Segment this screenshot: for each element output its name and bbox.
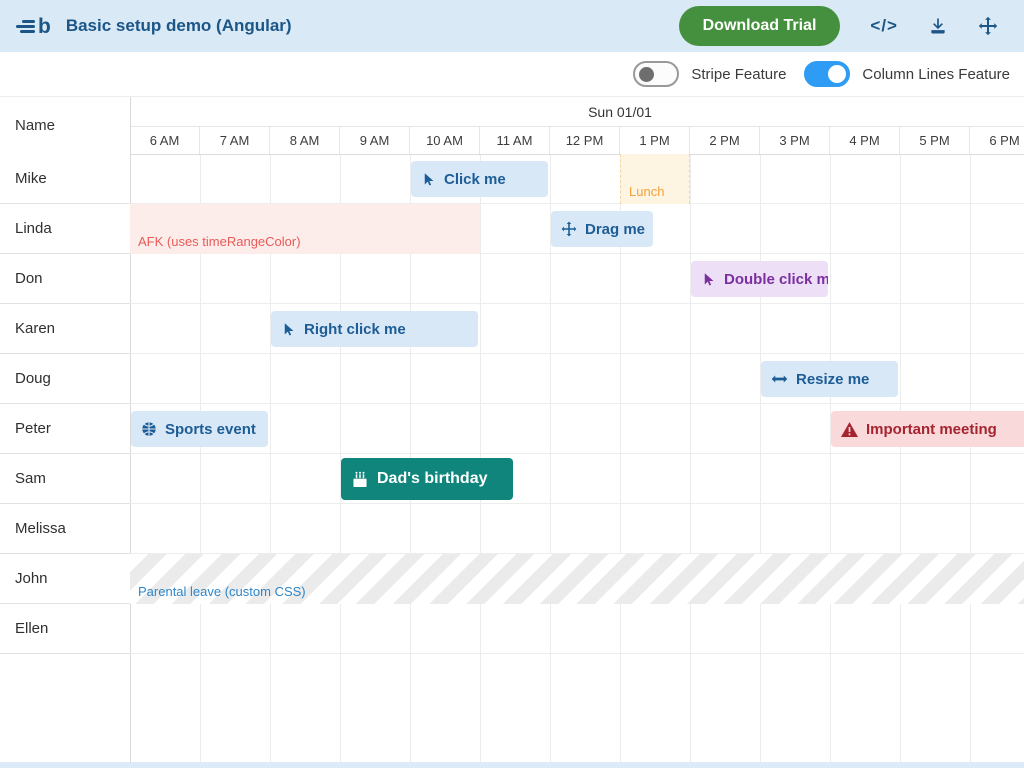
grid-row[interactable] xyxy=(130,454,1024,504)
scheduler[interactable]: Name Sun 01/01 6 AM 7 AM 8 AM 9 AM 10 AM 11 A… xyxy=(0,97,1024,768)
event-sports-event[interactable]: Sports event xyxy=(131,411,268,447)
hour-label: 6 PM xyxy=(970,127,1024,154)
column-lines-feature-toggle[interactable] xyxy=(804,61,851,87)
logo-bars-icon xyxy=(16,19,35,33)
toggle-knob xyxy=(828,65,847,83)
toggle-knob xyxy=(639,66,655,82)
hour-label: 10 AM xyxy=(410,127,480,154)
move-icon[interactable] xyxy=(978,16,998,36)
resource-name-cell[interactable]: Mike xyxy=(0,154,130,204)
event-label: Right click me xyxy=(304,320,406,338)
bottom-scrollbar-track[interactable] xyxy=(0,762,1024,768)
cake-icon xyxy=(351,471,369,487)
time-range-parental-leave-custom-css: Parental leave (custom CSS) xyxy=(130,554,1024,604)
event-label: Click me xyxy=(444,170,506,188)
grid-row[interactable] xyxy=(130,254,1024,304)
event-important-meeting[interactable]: Important meeting xyxy=(831,411,1024,447)
time-range-label: Lunch xyxy=(629,184,665,199)
mouse-pointer-icon xyxy=(421,172,436,187)
grid-row[interactable] xyxy=(130,504,1024,554)
resource-name-cell[interactable]: Melissa xyxy=(0,504,130,554)
time-range-label: Parental leave (custom CSS) xyxy=(138,584,306,599)
column-lines-feature-label: Column Lines Feature xyxy=(862,65,1010,83)
resource-name-cell[interactable]: Doug xyxy=(0,354,130,404)
hour-label: 1 PM xyxy=(620,127,690,154)
hour-label: 4 PM xyxy=(830,127,900,154)
day-header-row: Sun 01/01 xyxy=(130,97,1024,126)
mouse-pointer-icon xyxy=(701,272,716,287)
code-icon[interactable]: </> xyxy=(870,16,898,35)
time-range-afk-uses-timerangecolor: AFK (uses timeRangeColor) xyxy=(130,204,480,254)
hour-label: 12 PM xyxy=(550,127,620,154)
mouse-pointer-icon xyxy=(281,322,296,337)
hour-label: 8 AM xyxy=(270,127,340,154)
hour-label: 5 PM xyxy=(900,127,970,154)
event-right-click-me[interactable]: Right click me xyxy=(271,311,478,347)
header-divider xyxy=(0,154,1024,155)
hour-label: 9 AM xyxy=(340,127,410,154)
resource-name-cell[interactable]: Karen xyxy=(0,304,130,354)
event-label: Resize me xyxy=(796,370,870,388)
page-title: Basic setup demo (Angular) xyxy=(65,16,292,35)
grid-row[interactable] xyxy=(130,604,1024,654)
hour-label: 11 AM xyxy=(480,127,550,154)
name-column-divider[interactable] xyxy=(130,97,131,762)
resource-name-cell[interactable]: Sam xyxy=(0,454,130,504)
event-label: Dad's birthday xyxy=(377,470,488,487)
event-double-click-me[interactable]: Double click me xyxy=(691,261,828,297)
resource-name-cell[interactable]: Linda xyxy=(0,204,130,254)
hour-label: 7 AM xyxy=(200,127,270,154)
basketball-icon xyxy=(141,421,157,437)
hour-label: 2 PM xyxy=(690,127,760,154)
bryntum-logo-icon[interactable]: b xyxy=(16,16,51,37)
hour-label: 6 AM xyxy=(130,127,200,154)
grid-row[interactable] xyxy=(130,354,1024,404)
move-icon xyxy=(561,221,577,237)
top-bar: b Basic setup demo (Angular) Download Tr… xyxy=(0,0,1024,52)
event-label: Double click me xyxy=(724,270,828,288)
event-resize-me[interactable]: Resize me xyxy=(761,361,898,397)
grid-row[interactable] xyxy=(130,404,1024,454)
event-dad-s-birthday[interactable]: Dad's birthday xyxy=(341,458,513,500)
resize-icon xyxy=(771,373,788,385)
hour-header-row: 6 AM 7 AM 8 AM 9 AM 10 AM 11 AM 12 PM 1 PM 2 PM 3… xyxy=(130,126,1024,154)
resource-name-cell[interactable]: John xyxy=(0,554,130,604)
time-range-label: AFK (uses timeRangeColor) xyxy=(138,234,301,249)
resource-name-cell[interactable]: Ellen xyxy=(0,604,130,654)
column-lines xyxy=(131,155,1024,762)
grid-row[interactable] xyxy=(130,304,1024,354)
topbar-actions: Download Trial </> xyxy=(678,6,1008,46)
event-drag-me[interactable]: Drag me xyxy=(551,211,653,247)
logo-letter: b xyxy=(38,14,51,38)
download-trial-button[interactable]: Download Trial xyxy=(678,6,841,46)
event-label: Sports event xyxy=(165,420,256,438)
warning-icon xyxy=(841,421,858,437)
hour-label: 3 PM xyxy=(760,127,830,154)
event-label: Drag me xyxy=(585,220,646,238)
stripe-feature-toggle[interactable] xyxy=(633,61,680,87)
stripe-feature-label: Stripe Feature xyxy=(691,65,787,83)
feature-toolbar: Stripe Feature Column Lines Feature xyxy=(0,52,1024,97)
resource-name-cell[interactable]: Don xyxy=(0,254,130,304)
event-click-me[interactable]: Click me xyxy=(411,161,548,197)
grid-row[interactable] xyxy=(130,204,1024,254)
name-column-header: Name xyxy=(15,117,56,134)
time-range-lunch: Lunch xyxy=(620,154,690,204)
download-icon[interactable] xyxy=(928,16,948,36)
event-label: Important meeting xyxy=(866,420,997,438)
resource-name-cell[interactable]: Peter xyxy=(0,404,130,454)
day-header-label: Sun 01/01 xyxy=(588,104,652,120)
grid-row[interactable] xyxy=(130,154,1024,204)
